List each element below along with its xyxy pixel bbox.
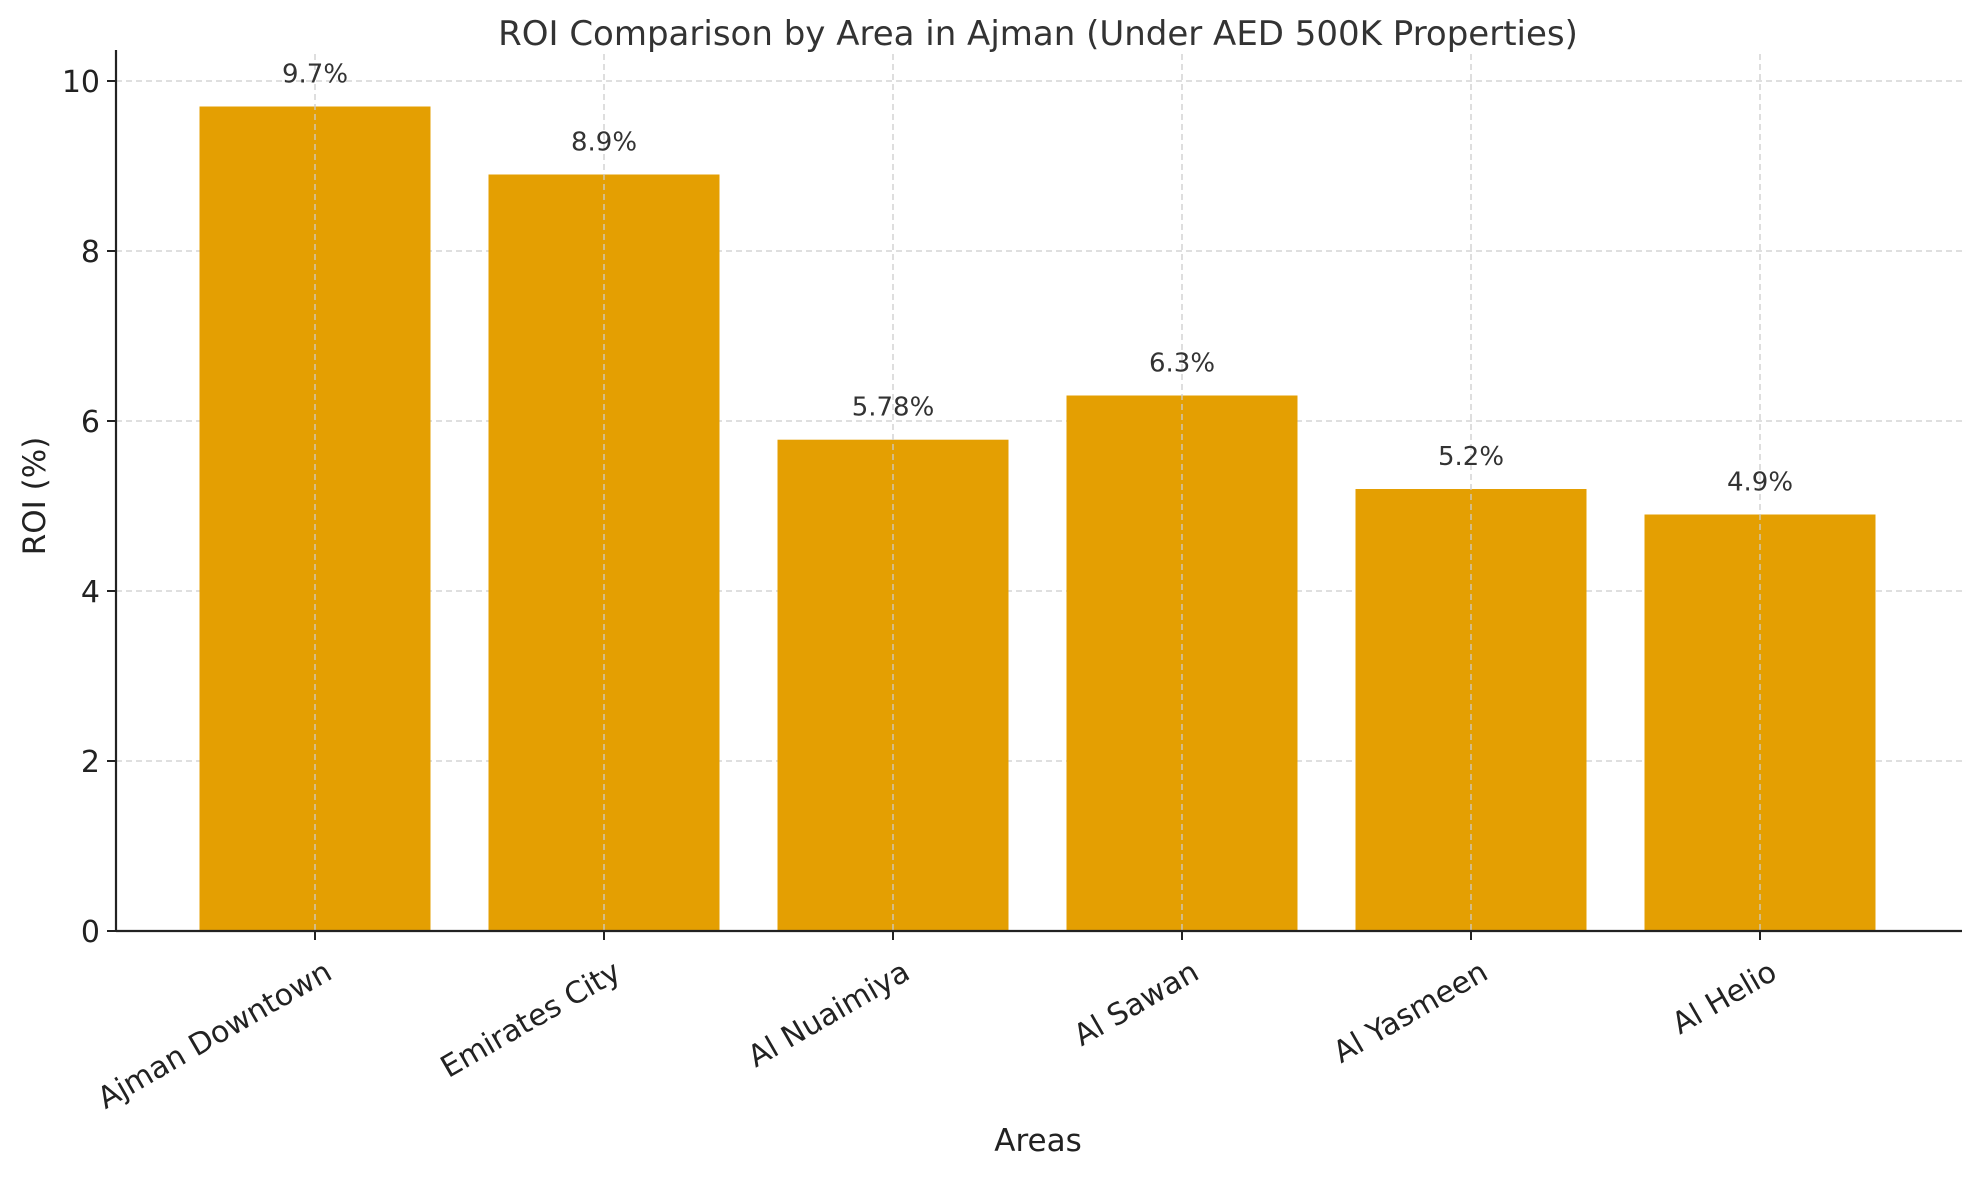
x-tick-label: Ajman Downtown [92, 954, 338, 1116]
bar-value-label: 9.7% [282, 60, 348, 90]
x-tick-label: Al Helio [1666, 954, 1783, 1042]
bar[interactable] [1644, 514, 1876, 932]
bar-layer [199, 106, 1876, 932]
x-tick-label: Emirates City [435, 954, 627, 1085]
x-tick-label: Al Nuaimiya [742, 954, 916, 1074]
y-tick-label: 10 [62, 65, 100, 100]
bar-value-label: 5.2% [1438, 442, 1504, 472]
chart-title: ROI Comparison by Area in Ajman (Under A… [498, 14, 1578, 54]
y-tick-label: 0 [81, 915, 100, 950]
y-tick-label: 4 [81, 575, 100, 610]
x-tick-label: Al Sawan [1068, 954, 1205, 1053]
y-tick-label: 8 [81, 235, 100, 270]
y-axis-label: ROI (%) [17, 437, 53, 556]
vertical-grid-layer [314, 54, 1761, 931]
bar-value-label: 6.3% [1149, 349, 1215, 379]
bar-value-label: 8.9% [571, 128, 637, 158]
axis-layer [107, 50, 1962, 940]
bar-value-label: 4.9% [1727, 468, 1793, 498]
y-tick-label: 2 [81, 745, 100, 780]
bar-value-label: 5.78% [852, 393, 935, 423]
y-tick-label: 6 [81, 405, 100, 440]
x-tick-label: Al Yasmeen [1328, 954, 1494, 1070]
x-axis-label: Areas [994, 1123, 1082, 1159]
